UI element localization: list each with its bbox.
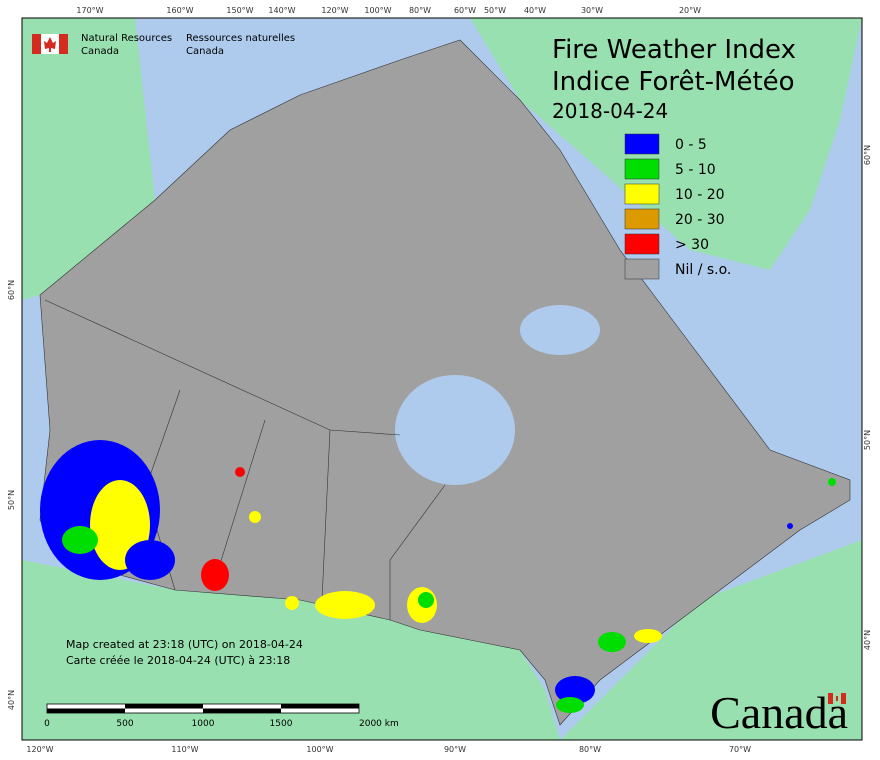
wordmark-flag [841, 693, 846, 704]
agency-text: Canada [81, 46, 119, 57]
legend-label: Nil / s.o. [675, 262, 731, 278]
zone [828, 478, 836, 486]
graticule-label: 110°W [171, 745, 198, 754]
scale-label: 2000 km [359, 719, 399, 729]
fwi-zones [40, 440, 836, 713]
wordmark-flag [836, 696, 838, 701]
usa [22, 560, 560, 740]
scale-seg [47, 708, 125, 713]
zone [634, 629, 662, 643]
legend-swatch [624, 208, 660, 230]
graticule-label: 100°W [306, 745, 333, 754]
graticule-label: 70°W [729, 745, 751, 754]
agency-text: Canada [186, 46, 224, 57]
wordmark: Canada [710, 687, 848, 738]
graticule-label: 90°W [444, 745, 466, 754]
flag-bar [32, 34, 41, 54]
date: 2018-04-24 [552, 99, 668, 123]
foxe-basin [520, 305, 600, 355]
zone [125, 540, 175, 580]
graticule-label: 170°W [76, 6, 103, 15]
legend-swatch [624, 133, 660, 155]
legend-swatch [624, 158, 660, 180]
maple-leaf [44, 37, 56, 52]
usa-east [560, 540, 862, 740]
scale-seg [281, 704, 359, 709]
zone [285, 596, 299, 610]
legend-label: 5 - 10 [675, 162, 716, 178]
alaska [22, 18, 155, 300]
scale-seg [125, 704, 203, 709]
footer-text: Carte créée le 2018-04-24 (UTC) à 23:18 [66, 654, 290, 667]
scale-label: 500 [116, 719, 133, 729]
graticule-label: 40°N [7, 690, 16, 710]
legend-swatch [624, 183, 660, 205]
frame [21, 17, 863, 741]
scale-bar: 0 500 1000 1500 2000 km [44, 703, 399, 729]
scale-label: 1500 [270, 719, 293, 729]
scale-seg [203, 708, 281, 713]
legend-label: > 30 [675, 237, 709, 253]
zone [62, 526, 98, 554]
greenland [470, 18, 862, 270]
graticule-label: 60°N [863, 145, 872, 165]
flag-bar [59, 34, 68, 54]
agency-text: Natural Resources [81, 33, 172, 44]
zone [555, 676, 595, 704]
graticule-label: 80°W [579, 745, 601, 754]
zone [315, 591, 375, 619]
title-en: Fire Weather Index [552, 35, 796, 65]
graticule-label: 150°W [226, 6, 253, 15]
graticule-label: 120°W [26, 745, 53, 754]
graticule-label: 40°N [863, 630, 872, 650]
zone [249, 511, 261, 523]
zone [787, 523, 793, 529]
agency-text: Ressources naturelles [186, 33, 295, 44]
legend-swatch [624, 258, 660, 280]
scale-label: 0 [44, 719, 50, 729]
graticule-label: 20°W [679, 6, 701, 15]
border [389, 484, 446, 620]
zone [556, 697, 584, 713]
zone [201, 559, 229, 591]
graticule-label: 50°W [484, 6, 506, 15]
legend-label: 20 - 30 [675, 212, 725, 228]
legend-label: 0 - 5 [675, 137, 707, 153]
footer-text: Map created at 23:18 (UTC) on 2018-04-24 [66, 638, 303, 651]
title-fr: Indice Forêt-Météo [552, 67, 795, 97]
scale-label: 1000 [192, 719, 215, 729]
land [22, 18, 862, 740]
legend-swatch [624, 233, 660, 255]
graticule-label: 60°W [454, 6, 476, 15]
graticule-label: 40°W [524, 6, 546, 15]
zone [418, 592, 434, 608]
wordmark-flag [828, 693, 833, 704]
graticule-label: 80°W [409, 6, 431, 15]
zone [598, 632, 626, 652]
logo: Natural Resources Canada Ressources natu… [32, 33, 295, 57]
hudson-bay [395, 375, 515, 485]
graticule-label: 120°W [321, 6, 348, 15]
graticule-label: 50°N [863, 430, 872, 450]
graticule-label: 30°W [581, 6, 603, 15]
graticule-label: 60°N [7, 280, 16, 300]
zone [235, 467, 245, 477]
graticule-label: 160°W [166, 6, 193, 15]
graticule-label: 140°W [268, 6, 295, 15]
legend: 0 - 5 5 - 10 10 - 20 20 - 30 > 30 Nil / s.o. [624, 133, 731, 280]
legend-label: 10 - 20 [675, 187, 725, 203]
graticule-label: 100°W [364, 6, 391, 15]
graticule-label: 50°N [7, 490, 16, 510]
border [321, 429, 331, 601]
border [214, 419, 266, 581]
